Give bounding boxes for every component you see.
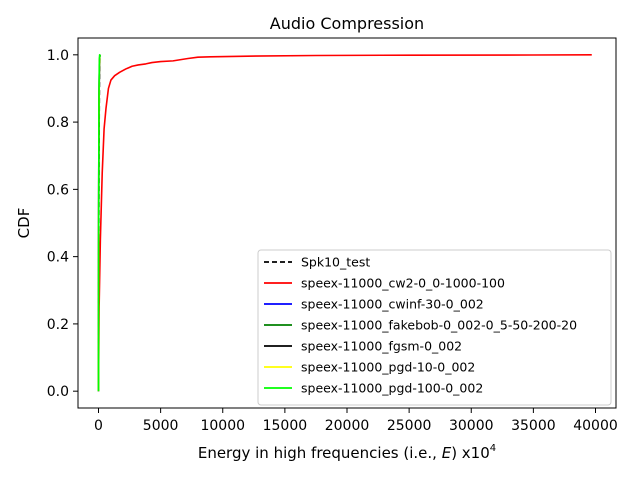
legend-entry-label: speex-11000_fgsm-0_002: [301, 339, 462, 354]
x-tick-label: 15000: [263, 418, 308, 434]
x-tick-label: 40000: [573, 418, 618, 434]
y-tick-label: 0.8: [47, 115, 69, 131]
y-tick-label: 0.2: [47, 317, 69, 333]
x-tick-label: 10000: [200, 418, 245, 434]
legend-box: [257, 249, 612, 406]
x-axis-ticks: 0 5000 10000 15000 20000 25000 30000 35000 40000: [94, 408, 618, 434]
x-tick-label: 25000: [387, 418, 432, 434]
legend-entry-label: speex-11000_fakebob-0_002-0_5-50-200-20: [301, 318, 577, 333]
y-tick-label: 0.4: [47, 250, 69, 266]
legend-entry-label: speex-11000_pgd-10-0_002: [301, 360, 475, 375]
legend-entry-label: speex-11000_cwinf-30-0_002: [301, 297, 484, 312]
x-axis-title-exponent: 4: [490, 443, 496, 454]
x-axis-title-suffix: ) x10: [451, 444, 490, 462]
y-tick-label: 1.0: [47, 48, 69, 64]
legend-entry-label: speex-11000_pgd-100-0_002: [301, 381, 483, 396]
x-axis-title-variable: E: [442, 444, 452, 462]
x-axis-title-prefix: Energy in high frequencies (i.e.,: [198, 444, 442, 462]
x-axis-title: Energy in high frequencies (i.e., E) x10…: [198, 443, 496, 462]
x-tick-label: 30000: [449, 418, 494, 434]
y-tick-label: 0.6: [47, 182, 69, 198]
y-tick-label: 0.0: [47, 384, 69, 400]
y-axis-ticks: 0.0 0.2 0.4 0.6 0.8 1.0: [47, 48, 78, 400]
series-lines: [97, 54, 592, 392]
x-tick-label: 0: [94, 418, 103, 434]
x-tick-label: 35000: [511, 418, 556, 434]
legend: Spk10_test speex-11000_cw2-0_0-1000-100sp…: [257, 249, 612, 406]
y-axis-title: CDF: [15, 208, 33, 239]
legend-entry-label: speex-11000_cw2-0_0-1000-100: [301, 276, 505, 291]
x-tick-label: 5000: [143, 418, 179, 434]
series-line-7: [97, 54, 101, 392]
chart-title: Audio Compression: [270, 14, 424, 33]
legend-entry-label: Spk10_test: [301, 255, 370, 270]
x-tick-label: 20000: [325, 418, 370, 434]
series-line-2: [97, 54, 592, 392]
